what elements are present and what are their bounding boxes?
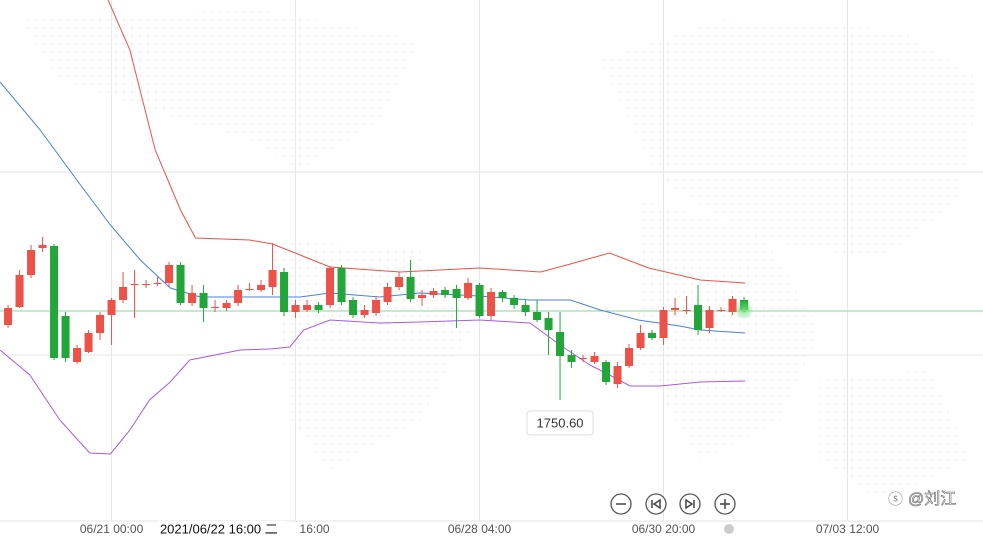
- low-label-box: [526, 410, 594, 436]
- watermark: @刘江: [908, 490, 956, 508]
- candle-body: [567, 355, 576, 362]
- band-line: [0, 81, 746, 334]
- candle-body: [268, 270, 277, 287]
- candle-body: [441, 290, 450, 295]
- candle-body: [38, 245, 47, 248]
- candle-body: [27, 250, 36, 275]
- candle-body: [613, 366, 622, 384]
- candle-body: [326, 268, 335, 305]
- candle-body: [107, 300, 116, 315]
- zoom-in-button[interactable]: [714, 493, 736, 515]
- candle-body: [211, 307, 220, 308]
- candle-body: [119, 287, 128, 300]
- candle-body: [291, 305, 300, 312]
- candle-body: [61, 316, 70, 358]
- crosshair-label-box: [157, 521, 286, 537]
- candle-body: [464, 283, 473, 298]
- map-background: [20, 10, 980, 500]
- candle-body: [671, 308, 680, 310]
- x-tick-label: 06/28 04:00: [448, 522, 512, 536]
- candle-body: [475, 285, 484, 316]
- x-tick-label: 07/03 12:00: [816, 522, 880, 536]
- candle-body: [717, 310, 726, 311]
- candle-body: [349, 300, 358, 315]
- candle-body: [188, 293, 197, 303]
- candle-body: [360, 310, 369, 315]
- candle-body: [602, 362, 611, 382]
- candle-body: [625, 348, 634, 366]
- candle-body: [556, 332, 565, 356]
- candle-body: [153, 283, 162, 284]
- candle-body: [73, 348, 82, 362]
- candle-body: [50, 246, 59, 358]
- crosshair-label: 2021/06/22 16:00 二: [160, 521, 278, 536]
- x-tick-label: 06/30 20:00: [632, 522, 696, 536]
- candle-body: [429, 291, 438, 295]
- candle-body: [659, 310, 668, 338]
- zoom-controls: [610, 493, 736, 534]
- next-button[interactable]: [679, 493, 701, 515]
- candle-body: [418, 295, 427, 298]
- candle-body: [303, 305, 312, 310]
- candle-body: [372, 300, 381, 313]
- prev-button[interactable]: [645, 493, 667, 515]
- candle-body: [222, 303, 231, 308]
- candle-body: [682, 310, 691, 311]
- candle-body: [314, 305, 323, 310]
- candle-body: [257, 285, 266, 290]
- candle-body: [452, 289, 461, 298]
- candle-body: [521, 305, 530, 312]
- last-glow: [734, 300, 755, 320]
- x-tick-label: 06/21 00:00: [80, 522, 144, 536]
- candle-body: [142, 284, 151, 285]
- candle-body: [176, 265, 185, 303]
- candle-body: [280, 272, 289, 312]
- candle-body: [406, 277, 415, 299]
- candle-body: [648, 333, 657, 338]
- candle-body: [245, 289, 254, 290]
- candle-body: [395, 277, 404, 287]
- candle-body: [199, 293, 208, 308]
- scroll-handle[interactable]: [724, 524, 734, 534]
- candle-body: [337, 268, 346, 302]
- candle-body: [165, 265, 174, 283]
- candle-body: [705, 310, 714, 328]
- candle-body: [4, 308, 13, 325]
- candle-body: [383, 287, 392, 302]
- candle-body: [487, 292, 496, 316]
- candle-body: [728, 299, 737, 312]
- candle-body: [234, 290, 243, 303]
- candle-body: [84, 333, 93, 352]
- candle-body: [579, 358, 588, 359]
- low-label: 1750.60: [537, 415, 584, 430]
- candle-body: [96, 315, 105, 333]
- zoom-out-button[interactable]: [610, 493, 632, 515]
- candle-body: [544, 318, 553, 330]
- candle-body: [636, 333, 645, 348]
- candle-body: [510, 298, 519, 305]
- x-tick-label: 16:00: [300, 522, 330, 536]
- candle-body: [590, 356, 599, 362]
- candle-body: [498, 292, 507, 298]
- candle-body: [533, 312, 542, 320]
- candle-body: [15, 275, 24, 307]
- candle-body: [130, 284, 139, 285]
- candle-body: [694, 305, 703, 330]
- watermark-icon: ⓢ: [888, 491, 903, 508]
